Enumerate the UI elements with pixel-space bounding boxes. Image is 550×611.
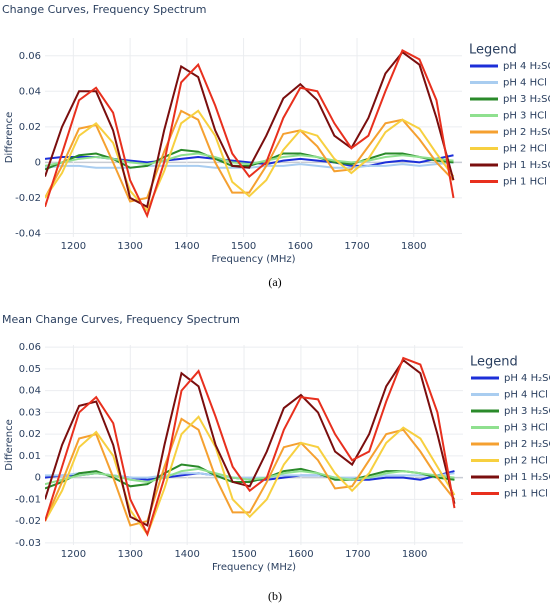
- series-line: [45, 356, 456, 537]
- y-tick-label: -0.04: [15, 228, 41, 239]
- legend-title: Legend: [470, 355, 518, 370]
- series-line: [45, 109, 455, 203]
- series-line: [45, 415, 456, 537]
- legend-label: pH 2 HCl: [504, 456, 548, 467]
- legend-label: pH 3 HCl: [504, 423, 548, 434]
- x-tick-label: 1300: [118, 549, 143, 560]
- y-tick-label: 0.04: [19, 386, 41, 397]
- series-line: [45, 417, 456, 527]
- series-line: [45, 358, 456, 527]
- legend-label: pH 4 HCl: [503, 78, 547, 89]
- x-tick-label: 1700: [345, 549, 370, 560]
- x-tick-label: 1500: [231, 241, 256, 252]
- series-line: [45, 152, 454, 167]
- x-tick-label: 1500: [231, 549, 256, 560]
- x-tick-label: 1800: [401, 241, 426, 252]
- legend-label: pH 2 H₂SO₄: [503, 127, 550, 138]
- chart-title: Change Curves, Frequency Spectrum: [2, 3, 206, 16]
- legend-label: pH 3 H₂SO₄: [504, 406, 550, 417]
- y-tick-label: -0.03: [15, 538, 41, 549]
- y-tick-label: -0.02: [15, 193, 41, 204]
- y-tick-label: 0.02: [19, 122, 41, 133]
- x-tick-label: 1700: [344, 241, 369, 252]
- x-tick-label: 1600: [288, 549, 313, 560]
- y-tick-label: -0.01: [15, 494, 41, 505]
- x-tick-label: 1300: [117, 241, 142, 252]
- y-tick-label: 0.03: [19, 407, 41, 418]
- x-tick-label: 1400: [174, 241, 199, 252]
- legend-label: pH 1 HCl: [503, 177, 547, 188]
- y-tick-label: 0.02: [19, 429, 41, 440]
- legend-label: pH 1 H₂SO₄: [504, 472, 550, 483]
- series-line: [45, 49, 455, 219]
- y-tick-label: 0.05: [19, 364, 41, 375]
- y-tick-label: 0.04: [19, 86, 41, 97]
- x-tick-label: 1200: [61, 241, 86, 252]
- chart-panel: Change Curves, Frequency Spectrum -0.04 -0…: [2, 3, 550, 289]
- x-tick-label: 1800: [402, 549, 427, 560]
- series-line: [45, 50, 455, 209]
- legend-title: Legend: [469, 43, 517, 58]
- y-axis-label: Difference: [4, 112, 15, 164]
- legend-label: pH 3 H₂SO₄: [503, 94, 550, 105]
- x-axis-label: Frequency (MHz): [212, 562, 296, 573]
- x-tick-label: 1400: [174, 549, 199, 560]
- legend-label: pH 4 HCl: [504, 390, 548, 401]
- x-tick-label: 1600: [288, 241, 313, 252]
- legend-label: pH 4 H₂SO₄: [503, 61, 550, 72]
- x-axis-label: Frequency (MHz): [211, 254, 295, 265]
- y-tick-label: 0.06: [19, 342, 41, 353]
- legend-label: pH 2 HCl: [503, 144, 547, 155]
- y-tick-label: 0.06: [19, 51, 41, 62]
- caption: (b): [268, 589, 282, 603]
- y-tick-label: 0.01: [19, 451, 41, 462]
- x-tick-label: 1200: [61, 549, 86, 560]
- y-tick-label: 0: [35, 473, 41, 484]
- legend-label: pH 2 H₂SO₄: [504, 439, 550, 450]
- legend-label: pH 1 H₂SO₄: [503, 160, 550, 171]
- series-line: [45, 109, 455, 213]
- y-tick-label: 0: [35, 157, 41, 168]
- y-tick-label: -0.02: [15, 516, 41, 527]
- y-axis-label: Difference: [4, 419, 15, 471]
- chart-title: Mean Change Curves, Frequency Spectrum: [2, 313, 240, 326]
- legend-label: pH 4 H₂SO₄: [504, 373, 550, 384]
- chart-panel: Mean Change Curves, Frequency Spectrum -0…: [2, 313, 550, 603]
- caption: (a): [268, 275, 281, 289]
- legend-label: pH 3 HCl: [503, 111, 547, 122]
- legend-label: pH 1 HCl: [504, 489, 548, 500]
